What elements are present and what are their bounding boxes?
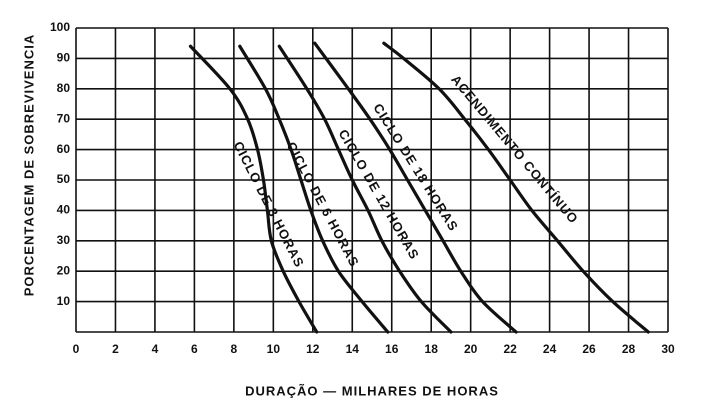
x-tick-label: 10 bbox=[267, 342, 281, 356]
x-tick-label: 30 bbox=[661, 342, 675, 356]
y-tick-label: 30 bbox=[57, 233, 71, 247]
y-tick-label: 50 bbox=[57, 172, 71, 186]
curve bbox=[238, 44, 390, 334]
x-tick-label: 28 bbox=[622, 342, 636, 356]
x-tick-label: 18 bbox=[425, 342, 439, 356]
x-axis-label: DURAÇÃO — MILHARES DE HORAS bbox=[245, 383, 499, 398]
y-tick-label: 60 bbox=[57, 142, 71, 156]
x-tick-label: 2 bbox=[112, 342, 119, 356]
x-tick-label: 4 bbox=[152, 342, 159, 356]
y-tick-label: 40 bbox=[57, 203, 71, 217]
x-tick-label: 0 bbox=[73, 342, 80, 356]
curve bbox=[382, 41, 650, 334]
x-tick-label: 12 bbox=[306, 342, 320, 356]
x-tick-label: 22 bbox=[503, 342, 517, 356]
y-tick-label: 100 bbox=[50, 20, 70, 34]
curve bbox=[188, 44, 319, 334]
curve bbox=[277, 44, 453, 334]
x-tick-label: 24 bbox=[543, 342, 557, 356]
x-tick-label: 20 bbox=[464, 342, 478, 356]
x-tick-label: 26 bbox=[582, 342, 596, 356]
y-axis-label: PORCENTAGEM DE SOBREVIVENCIA bbox=[21, 34, 36, 297]
x-tick-label: 6 bbox=[191, 342, 198, 356]
curve bbox=[313, 41, 518, 334]
y-tick-label: 20 bbox=[57, 263, 71, 277]
x-tick-label: 8 bbox=[231, 342, 238, 356]
y-tick-label: 70 bbox=[57, 111, 71, 125]
y-tick-label: 80 bbox=[57, 81, 71, 95]
y-tick-label: 90 bbox=[57, 51, 71, 65]
y-tick-label: 10 bbox=[57, 294, 71, 308]
x-tick-label: 14 bbox=[346, 342, 360, 356]
x-tick-label: 16 bbox=[385, 342, 399, 356]
